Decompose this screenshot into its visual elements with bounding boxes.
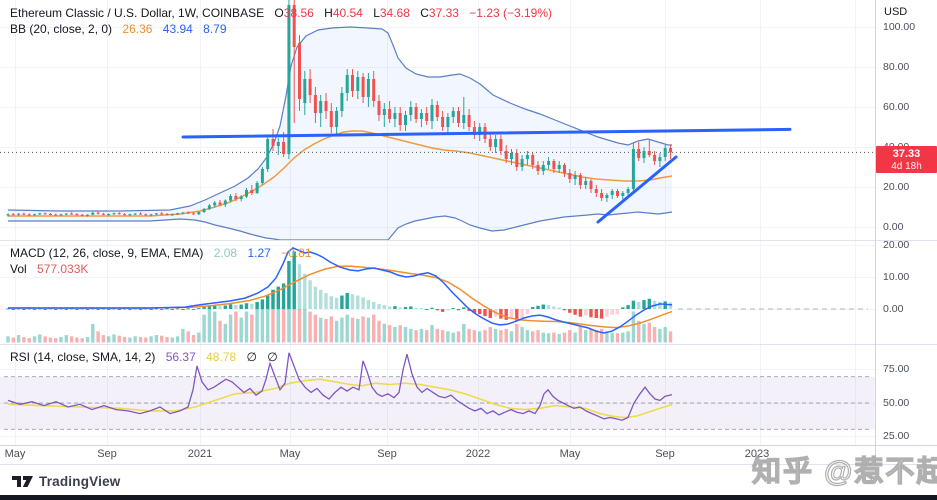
symbol-legend-row[interactable]: Ethereum Classic / U.S. Dollar, 1W, COIN… <box>10 5 552 21</box>
price-axis-label: 20.00 <box>883 181 910 193</box>
rsi-legend: RSI (14, close, SMA, 14, 2) 56.37 48.78 … <box>10 349 278 365</box>
open-value: 38.56 <box>283 6 314 20</box>
rsi-value: 56.37 <box>165 350 196 364</box>
time-axis[interactable]: May Sep 2021 May Sep 2022 May Sep 2023 <box>0 445 875 465</box>
zhihu-watermark: 知乎 @惹不起 <box>751 455 937 488</box>
time-axis-label: May <box>559 448 581 460</box>
last-price-value: 37.33 <box>892 148 921 160</box>
rsi-band2-value: ∅ <box>267 350 278 364</box>
price-axis-label: 25.00 <box>883 430 910 442</box>
low-label: L34.68 <box>373 6 410 20</box>
tradingview-logo-icon <box>12 475 33 487</box>
macd-hist-value: 2.08 <box>213 246 238 260</box>
rsi-sma-value: 48.78 <box>206 350 237 364</box>
tradingview-brand-text: TradingView <box>39 473 121 489</box>
time-axis-label: May <box>4 448 26 460</box>
price-axis-label: 0.00 <box>883 221 904 233</box>
high-label: H40.54 <box>324 6 363 20</box>
macd-line-value: 1.27 <box>247 246 271 260</box>
macd-signal-value: −0.81 <box>281 246 312 260</box>
rsi-legend-row[interactable]: RSI (14, close, SMA, 14, 2) 56.37 48.78 … <box>10 349 278 365</box>
price-axis[interactable]: USD 100.0080.0060.0040.0020.000.0020.001… <box>876 0 937 462</box>
price-axis-label: 0.00 <box>883 303 904 315</box>
low-value: 34.68 <box>379 6 410 20</box>
macd-title: MACD (12, 26, close, 9, EMA, EMA) <box>10 246 204 260</box>
change-value: −1.23 (−3.19%) <box>469 6 553 20</box>
high-value: 40.54 <box>332 6 363 20</box>
volume-legend-row[interactable]: Vol 577.033K <box>10 261 312 277</box>
price-axis-label: 20.00 <box>883 239 910 251</box>
trendline-rising-support[interactable] <box>596 155 678 224</box>
pane-separators <box>0 0 937 465</box>
time-axis-label: Sep <box>377 448 397 460</box>
time-axis-label: 2021 <box>187 448 213 460</box>
macd-legend: MACD (12, 26, close, 9, EMA, EMA) 2.08 1… <box>10 245 312 277</box>
volume-layer <box>6 280 673 343</box>
bb-basis-value: 26.36 <box>122 22 153 36</box>
time-axis-label: Sep <box>655 448 675 460</box>
last-price-tag: 37.33 4d 18h <box>876 146 937 173</box>
volume-title: Vol <box>10 262 27 276</box>
main-legend: Ethereum Classic / U.S. Dollar, 1W, COIN… <box>10 5 552 37</box>
bb-lower-value: 8.79 <box>203 22 227 36</box>
candles-layer <box>6 0 672 217</box>
rsi-band1-value: ∅ <box>246 350 257 364</box>
macd-layer <box>6 247 868 334</box>
open-label: O38.56 <box>274 6 314 20</box>
macd-legend-row[interactable]: MACD (12, 26, close, 9, EMA, EMA) 2.08 1… <box>10 245 312 261</box>
price-axis-label: 75.00 <box>883 363 910 375</box>
time-axis-label: Sep <box>97 448 117 460</box>
close-value: 37.33 <box>428 6 459 20</box>
time-axis-label: 2023 <box>744 448 770 460</box>
price-axis-label: 100.00 <box>883 21 916 33</box>
bb-legend-row[interactable]: BB (20, close, 2, 0) 26.36 43.94 8.79 <box>10 21 552 37</box>
bb-title: BB (20, close, 2, 0) <box>10 22 113 36</box>
bb-upper-value: 43.94 <box>162 22 193 36</box>
time-axis-label: May <box>279 448 301 460</box>
time-axis-label: 2022 <box>465 448 491 460</box>
rsi-layer <box>0 352 875 430</box>
rsi-title: RSI (14, close, SMA, 14, 2) <box>10 350 156 364</box>
price-axis-label: 80.00 <box>883 61 910 73</box>
price-axis-label: 50.00 <box>883 397 910 409</box>
volume-value: 577.033K <box>37 262 89 276</box>
close-label: C37.33 <box>420 6 459 20</box>
bar-countdown: 4d 18h <box>891 161 922 172</box>
tradingview-attribution[interactable]: TradingView <box>12 470 120 492</box>
bollinger-layer <box>7 26 673 241</box>
bottom-black-strip <box>0 495 937 500</box>
trendline-horizontal-resistance[interactable] <box>181 127 792 139</box>
price-axis-label: 60.00 <box>883 101 910 113</box>
symbol-title: Ethereum Classic / U.S. Dollar, 1W, COIN… <box>10 6 265 20</box>
price-axis-label: 10.00 <box>883 271 910 283</box>
currency-label: USD <box>884 6 908 18</box>
